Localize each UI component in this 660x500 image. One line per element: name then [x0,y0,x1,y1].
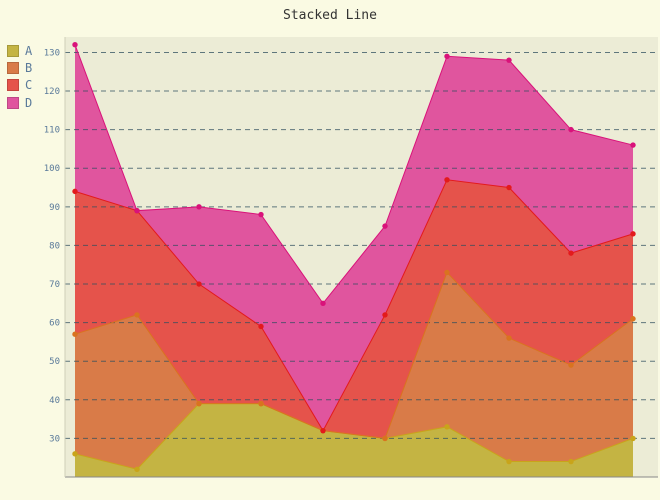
legend-swatch [7,61,19,74]
point-b [444,269,450,276]
point-c [630,231,636,237]
area-a [75,403,633,477]
legend-label: D [25,95,33,110]
point-d [568,126,574,133]
legend-label: B [25,60,33,75]
point-a [630,435,636,442]
point-d [506,57,512,63]
point-b [630,316,636,322]
legend-swatch [7,44,19,57]
point-a [134,466,140,472]
point-b [196,400,202,407]
line-d [74,44,634,305]
point-d [444,53,450,59]
y-tick-label: 30 [49,434,60,444]
legend-item-b[interactable]: B [7,59,32,76]
point-c [320,427,326,434]
point-c [568,250,574,256]
point-c [382,312,388,318]
area-b [75,272,633,470]
y-tick-label: 60 [49,319,60,329]
legend-swatch [7,79,19,92]
point-d [258,211,264,218]
point-b [134,312,140,318]
y-tick-label: 120 [44,87,60,97]
point-d [630,142,636,148]
point-b [382,435,388,442]
y-tick-label: 80 [49,241,60,251]
point-d [72,42,78,48]
chart-title: Stacked Line [283,8,377,23]
point-c [444,177,450,183]
point-d [134,207,140,214]
point-d [196,204,202,210]
point-d [320,300,326,307]
y-tick-label: 130 [44,48,60,58]
area-c [75,179,633,439]
point-a [444,424,450,430]
legend-item-d[interactable]: D [7,94,32,111]
point-a [506,458,512,465]
y-tick-label: 100 [44,164,60,174]
y-tick-label: 40 [49,396,60,406]
legend-label: A [25,43,33,58]
legend-swatch [7,96,19,109]
point-a [568,458,574,465]
point-b [568,362,574,368]
point-c [258,323,264,330]
point-b [72,331,78,337]
point-a [72,451,78,457]
y-tick-label: 50 [49,357,60,367]
y-tick-label: 70 [49,280,60,290]
point-b [506,335,512,341]
point-c [196,281,202,287]
point-d [382,223,388,229]
line-b [74,271,634,439]
y-tick-label: 110 [44,126,60,136]
legend-item-a[interactable]: A [7,42,32,59]
point-c [506,184,512,191]
legend-item-c[interactable]: C [7,77,32,94]
point-b [258,400,264,407]
legend-label: C [25,78,33,93]
y-tick-label: 90 [49,203,60,213]
area-d [75,44,633,431]
line-c [74,179,634,432]
point-c [72,188,78,195]
